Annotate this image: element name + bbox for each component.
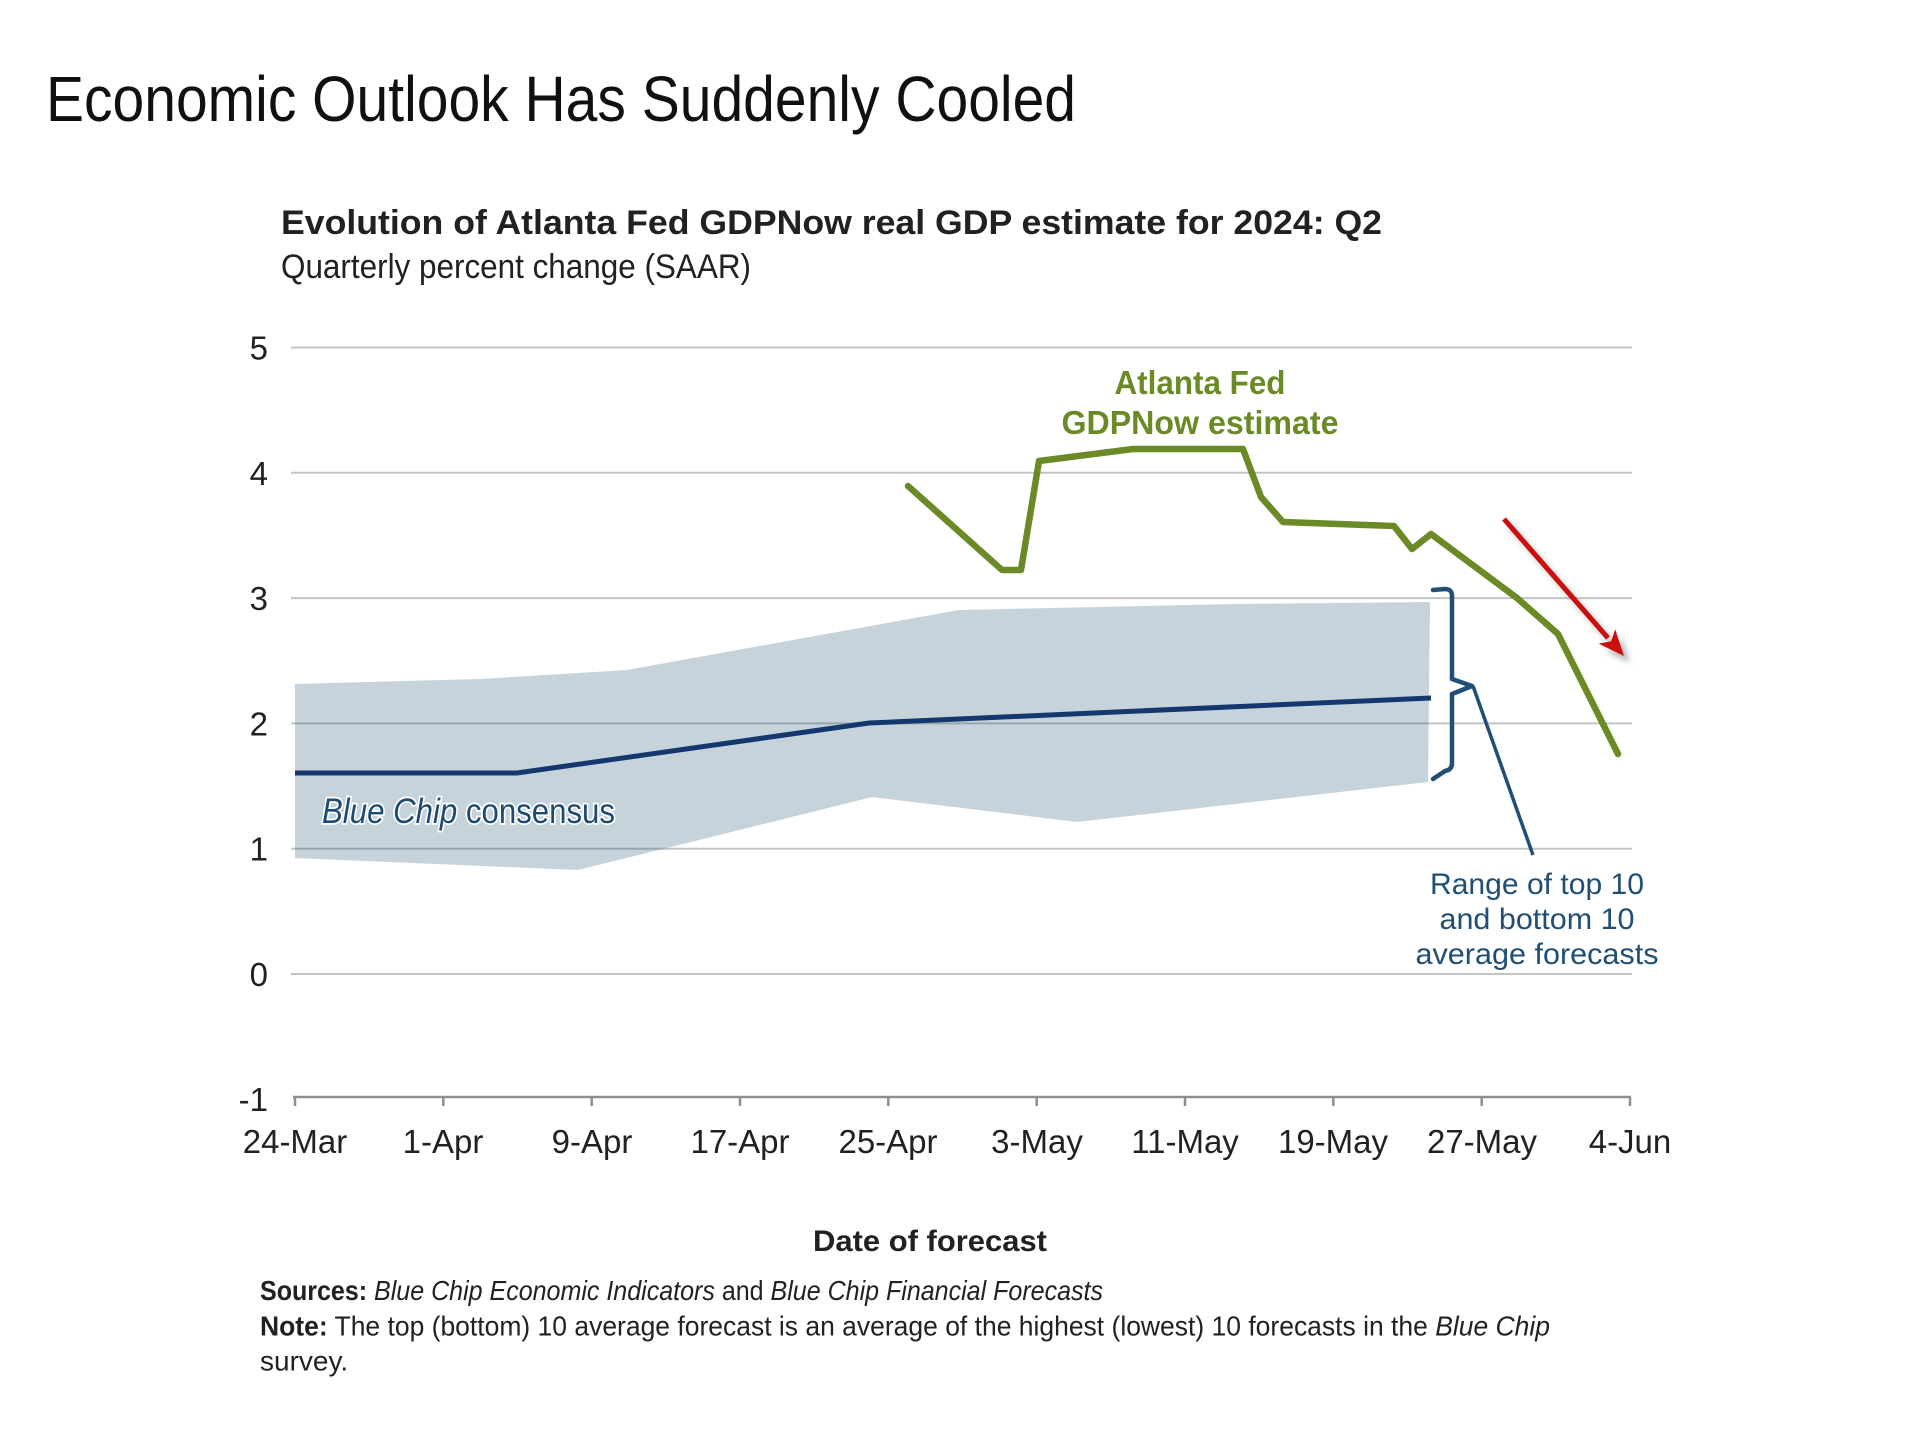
svg-text:Atlanta Fed: Atlanta Fed (1115, 364, 1286, 401)
svg-text:3: 3 (250, 580, 268, 617)
svg-text:Range of top 10: Range of top 10 (1430, 868, 1644, 901)
svg-text:9-Apr: 9-Apr (552, 1123, 633, 1160)
svg-text:-1: -1 (239, 1081, 268, 1118)
svg-text:1-Apr: 1-Apr (403, 1123, 484, 1160)
svg-text:Date of forecast: Date of forecast (813, 1225, 1047, 1258)
svg-text:Sources: Blue Chip Economic In: Sources: Blue Chip Economic Indicators a… (260, 1275, 1103, 1306)
svg-text:4: 4 (250, 455, 268, 492)
svg-text:GDPNow estimate: GDPNow estimate (1062, 404, 1339, 441)
svg-text:27-May: 27-May (1427, 1123, 1538, 1160)
svg-text:3-May: 3-May (991, 1123, 1083, 1160)
svg-text:11-May: 11-May (1131, 1123, 1239, 1160)
svg-text:average forecasts: average forecasts (1416, 938, 1659, 971)
svg-text:24-Mar: 24-Mar (243, 1123, 348, 1160)
svg-text:17-Apr: 17-Apr (690, 1123, 789, 1160)
svg-text:1: 1 (250, 831, 268, 868)
svg-text:5: 5 (250, 330, 268, 367)
svg-text:2: 2 (250, 705, 268, 742)
svg-text:19-May: 19-May (1278, 1123, 1389, 1160)
svg-text:Blue Chip consensus: Blue Chip consensus (322, 792, 615, 831)
svg-text:Note: The top (bottom) 10 aver: Note: The top (bottom) 10 average foreca… (260, 1311, 1550, 1342)
svg-text:Quarterly percent change (SAAR: Quarterly percent change (SAAR) (281, 248, 751, 286)
svg-text:Evolution of Atlanta Fed GDPNo: Evolution of Atlanta Fed GDPNow real GDP… (281, 204, 1382, 242)
svg-text:survey.: survey. (260, 1346, 348, 1377)
svg-text:0: 0 (250, 956, 268, 993)
svg-text:25-Apr: 25-Apr (838, 1123, 937, 1160)
svg-text:and bottom 10: and bottom 10 (1440, 903, 1635, 936)
svg-text:4-Jun: 4-Jun (1589, 1123, 1672, 1160)
svg-text:Economic Outlook Has Suddenly: Economic Outlook Has Suddenly Cooled (46, 63, 1076, 135)
